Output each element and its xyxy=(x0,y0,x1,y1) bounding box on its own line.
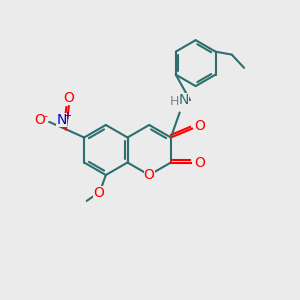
Text: O: O xyxy=(94,186,104,200)
Text: O: O xyxy=(194,155,205,170)
Text: O: O xyxy=(194,119,205,133)
Text: +: + xyxy=(63,111,71,121)
Text: H: H xyxy=(170,95,179,108)
Text: O: O xyxy=(144,168,154,182)
Text: O: O xyxy=(63,91,74,105)
Text: -: - xyxy=(44,111,48,121)
Text: N: N xyxy=(179,93,189,107)
Text: O: O xyxy=(34,113,45,128)
Text: N: N xyxy=(56,113,67,127)
